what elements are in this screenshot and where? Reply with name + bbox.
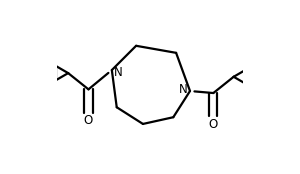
Text: O: O (209, 118, 218, 131)
Text: O: O (84, 114, 93, 127)
Text: N: N (178, 83, 187, 96)
Text: N: N (114, 66, 123, 79)
